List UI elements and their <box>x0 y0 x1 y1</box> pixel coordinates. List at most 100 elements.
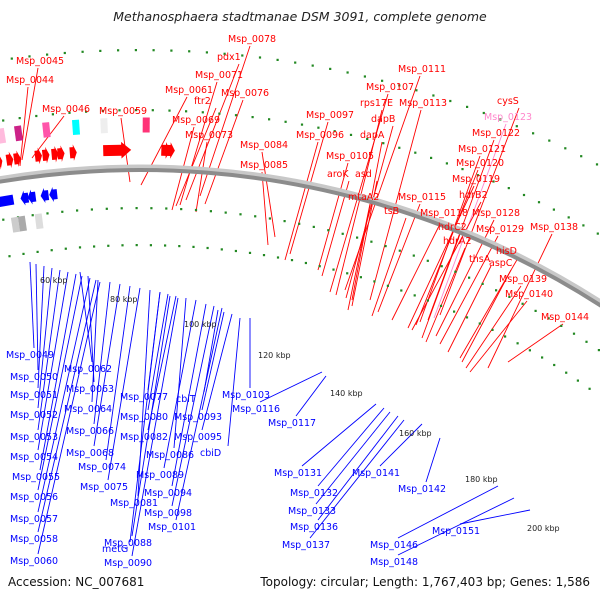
gene-label: Msp_0141 <box>352 468 400 479</box>
ring-tick <box>596 232 599 235</box>
reverse-gene-shape <box>40 188 50 203</box>
gene-label: Msp_0062 <box>64 364 112 375</box>
gene-label: Msp_0131 <box>274 468 322 479</box>
gene-label: Msp_0121 <box>458 144 506 155</box>
ring-tick <box>149 244 152 247</box>
gene-label: Msp_0077 <box>120 392 168 403</box>
forward-gene-shape <box>13 150 21 167</box>
ring-tick <box>449 99 452 103</box>
ring-tick <box>373 280 376 283</box>
ring-tick <box>311 64 314 67</box>
ring-tick <box>18 117 21 120</box>
gene-label: Msp_0097 <box>306 110 354 121</box>
leader-line <box>131 297 179 557</box>
ring-tick <box>276 256 280 259</box>
gene-label: Msp_0119 <box>452 174 500 185</box>
ring-tick <box>537 201 541 204</box>
ring-tick <box>35 114 38 118</box>
leader-line <box>37 275 83 491</box>
ring-tick <box>504 335 507 338</box>
leader-line <box>459 509 531 525</box>
ring-tick <box>262 254 266 257</box>
forward-gene-shape <box>34 147 42 165</box>
gene-label: Msp_0142 <box>398 484 446 495</box>
ring-tick <box>522 193 526 197</box>
reverse-gene <box>20 190 30 206</box>
ring-tick <box>135 207 138 210</box>
forward-gene-shape <box>165 142 175 159</box>
gene-label: metG <box>102 544 128 555</box>
gene-label: asd <box>355 169 372 180</box>
forward-box-shape <box>71 119 81 136</box>
ring-tick <box>382 142 385 145</box>
leader-line <box>37 267 53 409</box>
leader-line <box>461 269 512 363</box>
reverse-gene <box>49 187 58 202</box>
ring-tick <box>10 57 13 60</box>
forward-gene-shape <box>69 144 77 161</box>
gene-label: Msp_0044 <box>6 75 54 86</box>
ring-tick <box>582 224 585 227</box>
ring-tick <box>170 49 173 52</box>
leader-line <box>433 123 507 319</box>
ring-tick <box>412 254 415 257</box>
gene-label: Msp_0136 <box>290 522 338 533</box>
leader-line <box>227 317 241 447</box>
gene-features <box>0 117 175 233</box>
reverse-gene-shape <box>27 189 37 205</box>
gene-label: Msp_0123 <box>484 112 532 123</box>
leader-line <box>129 291 161 543</box>
forward-box-shape <box>14 125 23 142</box>
ring-tick <box>461 168 464 171</box>
leader-line <box>185 63 240 201</box>
gene-label: Msp_0086 <box>146 450 194 461</box>
ring-tick <box>164 244 167 247</box>
gene-label: Msp_0059 <box>99 106 147 117</box>
gene-label: Msp_0071 <box>195 70 243 81</box>
ring-tick <box>206 246 209 250</box>
ring-tick <box>346 272 349 275</box>
gene-label: Msp_0061 <box>165 85 213 96</box>
label-leader-lines <box>19 45 564 557</box>
ring-tick <box>276 58 279 61</box>
leader-line <box>37 271 69 451</box>
gene-label: Msp_0140 <box>505 289 553 300</box>
ring-tick <box>356 236 359 239</box>
leader-line <box>175 307 223 521</box>
ring-tick <box>398 146 401 149</box>
leader-line <box>37 269 61 431</box>
ring-tick <box>386 284 389 287</box>
ring-tick <box>453 310 456 313</box>
ring-tick <box>290 259 294 262</box>
gene-label: Msp_0107 <box>366 82 414 93</box>
gene-label: Msp_0046 <box>42 104 90 115</box>
forward-gene-shape <box>41 146 50 164</box>
leader-line <box>397 497 515 556</box>
gene-label: Msp_0132 <box>290 488 338 499</box>
forward-box <box>14 125 23 142</box>
ring-tick <box>507 187 510 190</box>
leader-line <box>29 261 35 349</box>
gene-label: Msp_0057 <box>10 514 58 525</box>
leader-line <box>317 415 399 521</box>
forward-gene <box>41 146 50 164</box>
ring-tick <box>68 111 71 114</box>
forward-gene-shape <box>103 141 132 159</box>
leader-line <box>301 403 377 467</box>
gene-label: Msp_0148 <box>370 557 418 568</box>
leader-line <box>171 305 215 507</box>
leader-line <box>79 271 93 363</box>
ring-tick <box>478 322 481 325</box>
gene-label: Msp_0060 <box>10 556 58 567</box>
leader-line <box>259 371 323 403</box>
ring-tick <box>194 208 198 212</box>
leader-line <box>93 283 121 447</box>
leader-line <box>439 235 499 345</box>
gene-label: Msp_0081 <box>110 498 158 509</box>
leader-line <box>35 263 39 371</box>
gene-label: Msp_0056 <box>10 492 58 503</box>
gene-label: Msp_0128 <box>472 208 520 219</box>
ring-tick <box>426 299 429 302</box>
ring-tick <box>528 349 531 352</box>
